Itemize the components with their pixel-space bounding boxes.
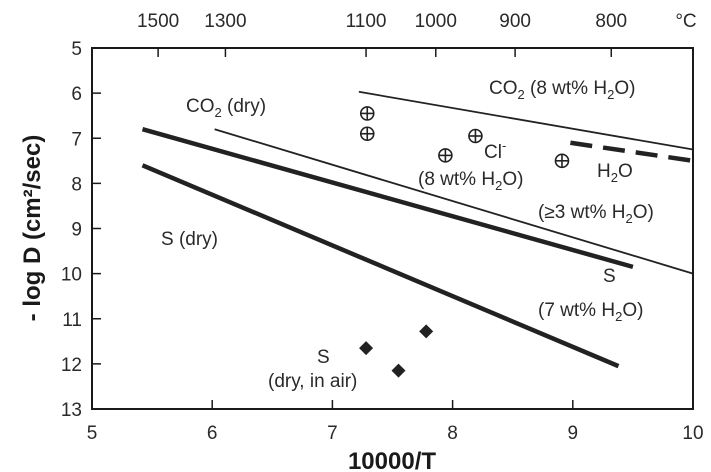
x-tick-label: 6	[207, 423, 218, 444]
x-axis-title: 10000/T	[348, 448, 436, 472]
y-tick-label: 10	[61, 265, 82, 286]
top-tick-label: 1000	[415, 11, 457, 32]
y-tick-label: 7	[71, 129, 82, 150]
y-tick-label: 6	[71, 84, 82, 105]
x-tick-label: 7	[327, 423, 338, 444]
cl-condition-label: (8 wt% H2O)	[418, 169, 523, 193]
top-tick-label: 1100	[346, 11, 387, 32]
co2-wet-label: CO2 (8 wt% H2O)	[489, 78, 635, 102]
s-air-data-point	[419, 324, 434, 339]
x-tick-label: 9	[568, 423, 579, 444]
h2o-condition-label: (≥3 wt% H2O)	[538, 202, 654, 226]
unit-celsius-label: °C	[675, 11, 696, 32]
y-tick-label: 5	[71, 39, 82, 60]
cl-data-point	[468, 128, 483, 144]
cl-data-point	[438, 148, 453, 163]
s-air-data-point	[391, 363, 406, 378]
co2-dry-label: CO2 (dry)	[186, 96, 266, 120]
series-line-s-wet	[141, 127, 634, 270]
y-tick-label: 11	[62, 310, 82, 331]
series-line-co2-wet	[358, 90, 694, 151]
x-tick-label: 8	[447, 423, 458, 444]
y-tick-label: 12	[61, 355, 82, 376]
s-air-label: S	[317, 347, 330, 368]
s-wet-label: S	[603, 266, 616, 287]
s-dry-label: S (dry)	[161, 229, 218, 250]
s-air-condition-label: (dry, in air)	[268, 371, 357, 392]
y-tick-label: 13	[61, 400, 82, 421]
top-tick-label: 900	[499, 11, 531, 32]
top-tick-label: 1500	[137, 11, 179, 32]
series-line-h2o	[570, 140, 694, 164]
series-line-co2-dry	[214, 128, 694, 275]
x-tick-label: 5	[87, 423, 98, 444]
y-tick-label: 9	[71, 220, 82, 241]
h2o-label: H2O	[597, 161, 633, 185]
top-tick-label: 800	[595, 11, 627, 32]
top-tick-label: 1300	[204, 11, 246, 32]
y-tick-label: 8	[71, 174, 82, 195]
x-tick-label: 10	[682, 423, 703, 444]
top-temperature-axis: 1500 1300 1100 1000 900 800	[137, 11, 627, 57]
y-axis-ticks: 5 6 7 8 9 10 11 12 13	[61, 39, 101, 421]
cl-label: Cl-	[484, 138, 506, 163]
y-axis-title: - log D (cm²/sec)	[19, 135, 46, 322]
s-air-data-point	[359, 341, 374, 356]
s-wet-condition-label: (7 wt% H2O)	[538, 300, 643, 324]
cl-data-point	[359, 126, 375, 142]
cl-data-point	[359, 106, 375, 121]
data-markers	[359, 106, 570, 378]
series-line-s-dry	[141, 163, 620, 369]
series-lines	[141, 90, 694, 369]
x-axis-ticks: 5 6 7 8 9 10	[87, 400, 704, 444]
cl-data-point	[554, 153, 570, 169]
